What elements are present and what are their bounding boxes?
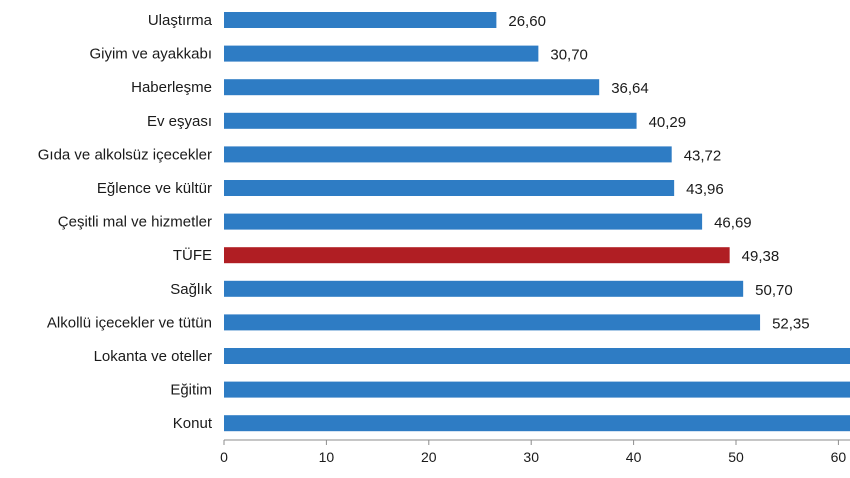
bar-5 <box>224 180 675 196</box>
bar-10 <box>224 348 850 364</box>
bar-4 <box>224 146 672 163</box>
bar-8 <box>224 280 744 297</box>
category-label: TÜFE <box>173 246 212 264</box>
data-label: 30,70 <box>550 47 588 64</box>
x-tick-label: 0 <box>220 449 228 465</box>
category-label: Eğlence ve kültür <box>97 180 212 197</box>
category-label: Ulaştırma <box>148 12 213 29</box>
category-label: Haberleşme <box>131 79 212 96</box>
bar-11 <box>224 381 850 398</box>
bar-9 <box>224 314 761 331</box>
x-tick-label: 30 <box>523 449 539 465</box>
category-label: Ev eşyası <box>147 113 212 130</box>
category-label: Gıda ve alkolsüz içecekler <box>38 146 212 163</box>
labels-layer: Ulaştırma 26,60 Giyim ve ayakkabı 30,70 Habe… <box>38 12 810 432</box>
data-label: 46,69 <box>714 215 752 232</box>
x-tick-label: 10 <box>319 449 335 465</box>
bar-0 <box>224 12 497 28</box>
x-tick-label: 50 <box>728 449 744 465</box>
x-tick-label: 20 <box>421 449 437 465</box>
category-label: Lokanta ve oteller <box>94 348 212 365</box>
data-label: 52,35 <box>772 315 810 332</box>
category-label: Konut <box>173 415 213 432</box>
data-label: 43,96 <box>686 181 724 198</box>
bar-tufe-highlight <box>224 247 730 264</box>
data-label: 50,70 <box>755 282 793 299</box>
data-label: 26,60 <box>508 13 546 30</box>
category-label: Sağlık <box>170 281 212 298</box>
category-label: Alkollü içecekler ve tütün <box>47 314 212 331</box>
bar-2 <box>224 79 600 96</box>
data-label: 43,72 <box>684 147 722 164</box>
category-label: Giyim ve ayakkabı <box>89 46 212 63</box>
bar-1 <box>224 45 539 62</box>
bar-6 <box>224 213 703 230</box>
data-label: 49,38 <box>742 248 780 265</box>
category-label: Eğitim <box>170 382 212 399</box>
bar-3 <box>224 112 637 129</box>
data-label: 40,29 <box>649 114 687 131</box>
x-tick-label: 40 <box>626 449 642 465</box>
x-tick-label: 60 <box>831 449 847 465</box>
data-label: 36,64 <box>611 80 649 97</box>
x-axis: 010203040506070 <box>220 439 850 465</box>
bar-12 <box>224 415 850 432</box>
category-label: Çeşitli mal ve hizmetler <box>58 214 212 231</box>
bars-layer <box>224 12 850 432</box>
